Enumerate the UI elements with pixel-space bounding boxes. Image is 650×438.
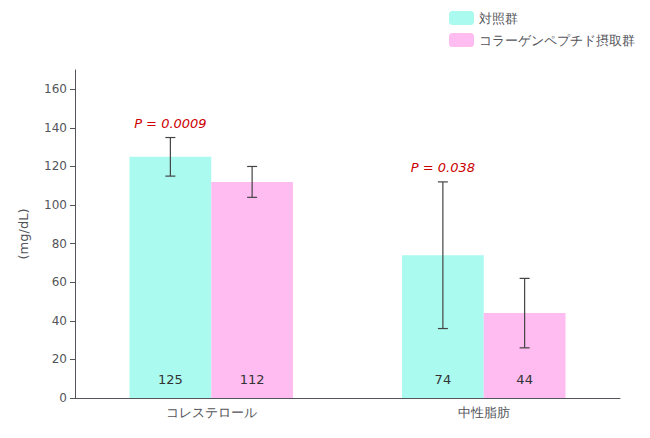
svg-text:(mg/dL): (mg/dL) [16, 209, 31, 260]
svg-text:112: 112 [240, 372, 265, 387]
svg-text:20: 20 [52, 352, 67, 366]
svg-text:P = 0.0009: P = 0.0009 [134, 116, 206, 131]
svg-text:74: 74 [435, 372, 452, 387]
svg-text:125: 125 [158, 372, 183, 387]
svg-text:44: 44 [516, 372, 533, 387]
svg-text:80: 80 [52, 237, 67, 251]
svg-text:120: 120 [44, 159, 67, 173]
svg-text:100: 100 [44, 198, 67, 212]
svg-text:対照群: 対照群 [479, 11, 518, 26]
svg-text:コラーゲンペプチド摂取群: コラーゲンペプチド摂取群 [479, 33, 635, 48]
svg-text:中性脂肪: 中性脂肪 [458, 405, 510, 420]
svg-text:P = 0.038: P = 0.038 [411, 160, 475, 175]
svg-text:160: 160 [44, 82, 67, 96]
svg-text:40: 40 [52, 314, 67, 328]
svg-text:60: 60 [52, 275, 67, 289]
svg-text:140: 140 [44, 121, 67, 135]
svg-text:コレステロール: コレステロール [166, 405, 257, 420]
svg-text:0: 0 [59, 391, 67, 405]
